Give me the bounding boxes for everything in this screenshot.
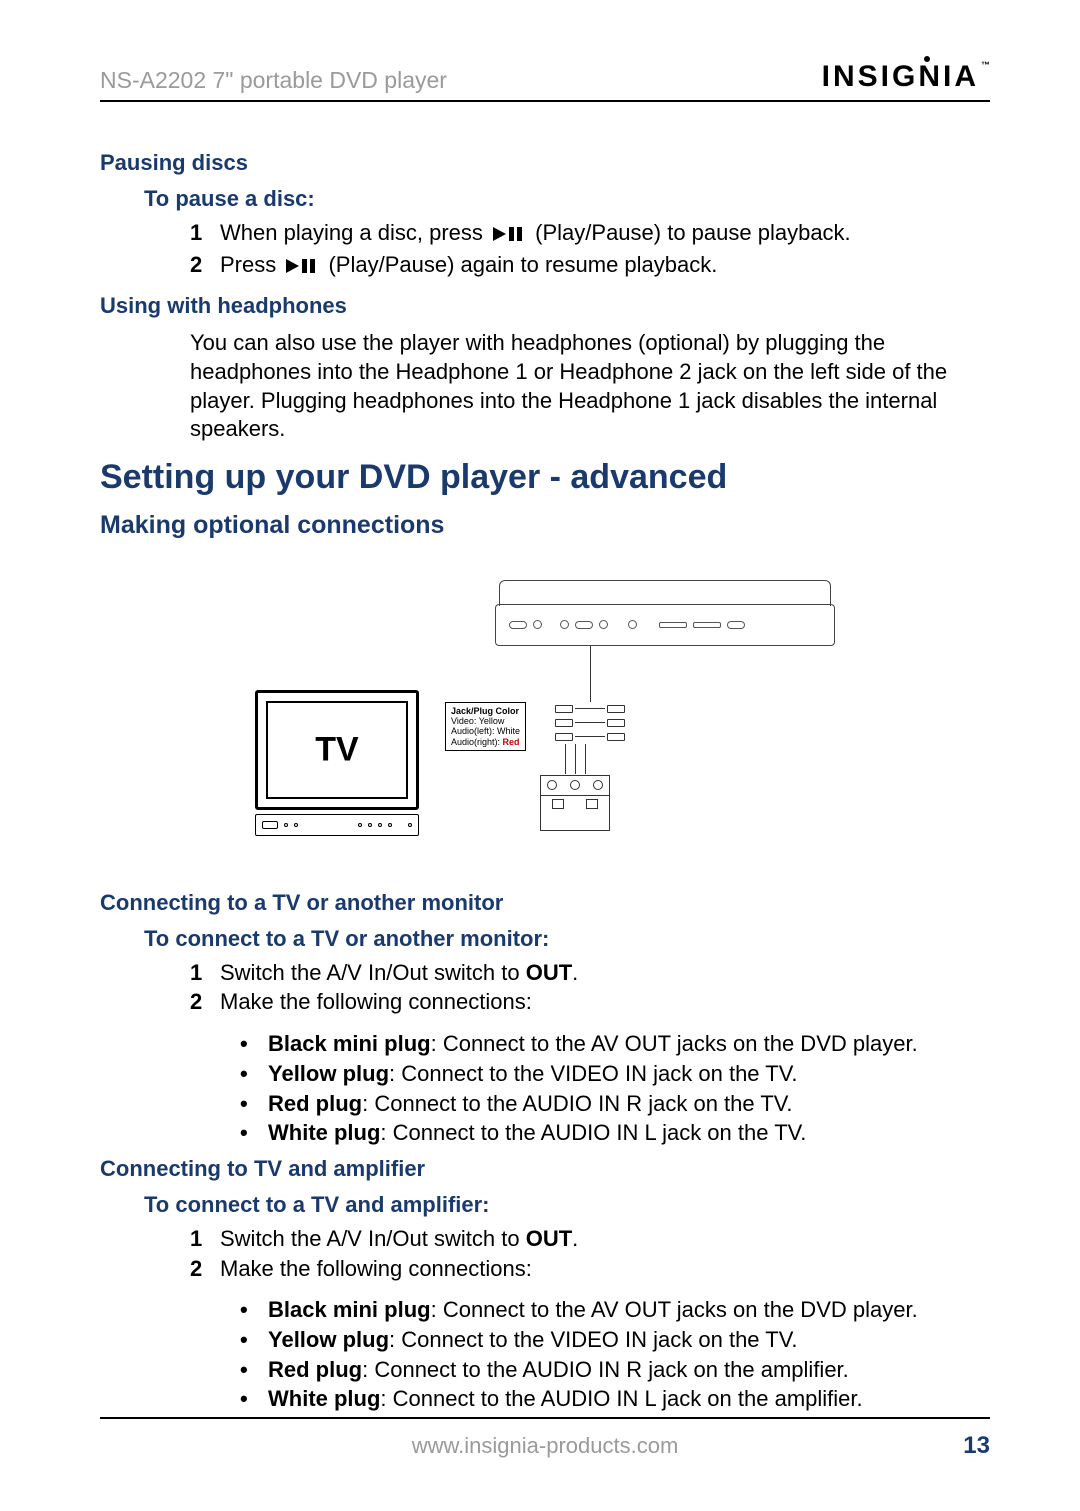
section-headphones-title: Using with headphones	[100, 293, 990, 319]
page-header: NS-A2202 7" portable DVD player INSIGNIA…	[100, 60, 990, 102]
step-bold: OUT	[526, 960, 572, 985]
section-connect-tv-title: Connecting to a TV or another monitor	[100, 890, 990, 916]
connect-amp-steps: 1 Switch the A/V In/Out switch to OUT. 2…	[190, 1224, 990, 1283]
list-item: 2 Make the following connections:	[190, 987, 990, 1017]
diagram-dvd-player	[495, 580, 835, 650]
footer-url: www.insignia-products.com	[412, 1433, 679, 1459]
connect-amp-bullets: Black mini plug: Connect to the AV OUT j…	[240, 1295, 990, 1414]
list-item: 1 When playing a disc, press (Play/Pause…	[190, 218, 990, 250]
list-item: 2 Press (Play/Pause) again to resume pla…	[190, 250, 990, 282]
step-text: .	[572, 960, 578, 985]
section-pausing-subtitle: To pause a disc:	[144, 186, 990, 212]
diagram-cable-plugs	[555, 702, 625, 744]
pausing-steps: 1 When playing a disc, press (Play/Pause…	[190, 218, 990, 281]
diagram-tv: TV	[255, 690, 419, 836]
page-footer: www.insignia-products.com 13	[100, 1433, 990, 1459]
list-item: Black mini plug: Connect to the AV OUT j…	[240, 1029, 990, 1059]
list-item: Red plug: Connect to the AUDIO IN R jack…	[240, 1089, 990, 1119]
step-text: Make the following connections:	[220, 1256, 532, 1281]
section-advanced-subtitle: Making optional connections	[100, 511, 990, 540]
connection-diagram: TV Jack/Plug Color Video: Yellow Audio(l…	[100, 580, 990, 840]
step-text: Switch the A/V In/Out switch to	[220, 1226, 526, 1251]
section-pausing-title: Pausing discs	[100, 150, 990, 176]
step-text: Make the following connections:	[220, 989, 532, 1014]
section-advanced-title: Setting up your DVD player - advanced	[100, 458, 990, 497]
list-item: Yellow plug: Connect to the VIDEO IN jac…	[240, 1325, 990, 1355]
diagram-legend: Jack/Plug Color Video: Yellow Audio(left…	[445, 702, 526, 751]
list-item: 2 Make the following connections:	[190, 1254, 990, 1284]
step-text: .	[572, 1226, 578, 1251]
brand-logo: INSIGNIA™	[822, 60, 990, 94]
section-connect-amp-subtitle: To connect to a TV and amplifier:	[144, 1192, 990, 1218]
list-item: Red plug: Connect to the AUDIO IN R jack…	[240, 1355, 990, 1385]
list-item: 1 Switch the A/V In/Out switch to OUT.	[190, 958, 990, 988]
section-connect-tv-subtitle: To connect to a TV or another monitor:	[144, 926, 990, 952]
step-text: When playing a disc, press	[220, 220, 489, 245]
list-item: 1 Switch the A/V In/Out switch to OUT.	[190, 1224, 990, 1254]
footer-rule	[100, 1417, 990, 1419]
step-text: Press	[220, 252, 282, 277]
section-connect-amp-title: Connecting to TV and amplifier	[100, 1156, 990, 1182]
step-text: (Play/Pause) again to resume playback.	[328, 252, 717, 277]
play-pause-icon	[493, 220, 525, 250]
step-text: Switch the A/V In/Out switch to	[220, 960, 526, 985]
list-item: Yellow plug: Connect to the VIDEO IN jac…	[240, 1059, 990, 1089]
headphones-body: You can also use the player with headpho…	[190, 329, 990, 443]
list-item: White plug: Connect to the AUDIO IN L ja…	[240, 1384, 990, 1414]
list-item: White plug: Connect to the AUDIO IN L ja…	[240, 1118, 990, 1148]
product-line: NS-A2202 7" portable DVD player	[100, 67, 447, 94]
step-text: (Play/Pause) to pause playback.	[535, 220, 851, 245]
list-item: Black mini plug: Connect to the AV OUT j…	[240, 1295, 990, 1325]
step-bold: OUT	[526, 1226, 572, 1251]
connect-tv-bullets: Black mini plug: Connect to the AV OUT j…	[240, 1029, 990, 1148]
page-number: 13	[963, 1432, 990, 1460]
diagram-av-connector	[540, 775, 610, 831]
play-pause-icon	[286, 252, 318, 282]
diagram-tv-label: TV	[315, 730, 358, 769]
connect-tv-steps: 1 Switch the A/V In/Out switch to OUT. 2…	[190, 958, 990, 1017]
